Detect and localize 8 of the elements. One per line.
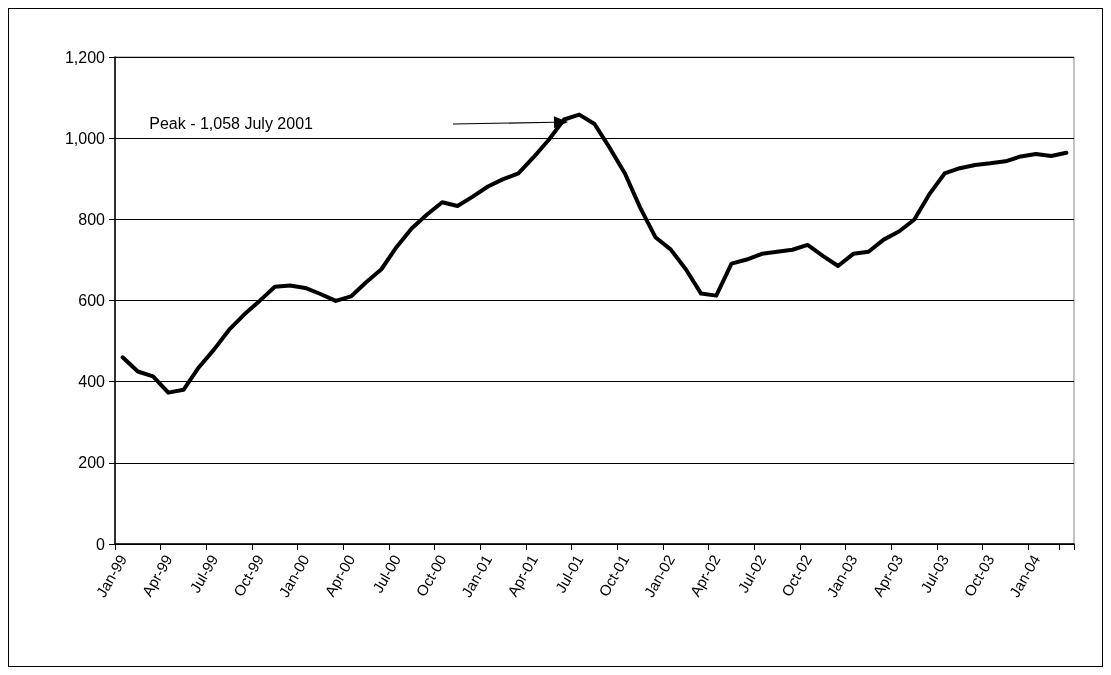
y-tick-label: 200 — [78, 454, 106, 472]
y-tick-label: 600 — [78, 292, 106, 309]
y-tick-label: 800 — [78, 210, 106, 228]
y-tick-label: 0 — [96, 535, 106, 553]
y-tick-label: 1,200 — [64, 48, 106, 66]
y-tick-label: 400 — [78, 373, 106, 391]
annotation: Peak - 1,058 July 2001 — [149, 115, 314, 133]
y-tick-label: 1,000 — [64, 129, 106, 147]
